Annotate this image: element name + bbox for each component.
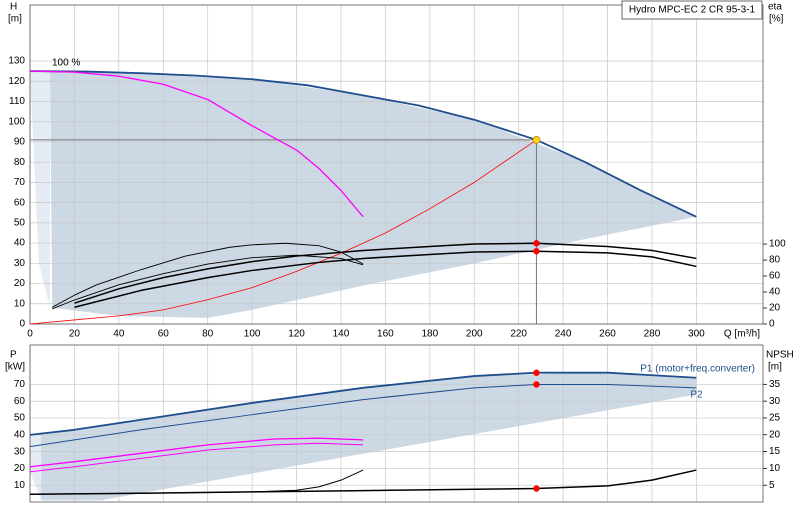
x-tick-label: 180 [421,329,438,340]
x-tick-label: 60 [158,329,170,340]
x-tick-label: 40 [113,329,125,340]
x-axis-label: Q [m³/h] [724,329,760,340]
curve [74,250,697,308]
y-tick-label: 40 [14,429,26,440]
operating-range [49,71,697,318]
x-tick-label: 280 [644,329,661,340]
curve [51,242,364,308]
x-tick-label: 20 [69,329,81,340]
y2-tick-label: 20 [769,429,781,440]
curve [52,254,364,310]
x-tick-label: 120 [288,329,305,340]
y2-tick-label: 15 [769,446,781,457]
curve [29,383,697,448]
x-tick-label: 220 [510,329,527,340]
y2-axis-unit: [m] [768,362,782,373]
y-axis-unit: [m] [8,14,22,25]
y2-axis-label: NPSH [766,350,794,361]
y-tick-label: 50 [14,413,26,424]
curve [29,469,364,495]
y-tick-label: 70 [14,177,26,188]
y-tick-label: 20 [14,463,26,474]
y2-tick-label: 20 [769,303,781,314]
y2-tick-label: 35 [769,379,781,390]
x-tick-label: 140 [333,329,350,340]
y-tick-label: 110 [9,96,25,107]
y-tick-label: 80 [14,157,26,168]
series-label: P1 (motor+freq.converter) [640,363,755,374]
duty-marker [533,485,540,492]
x-tick-label: 80 [202,329,214,340]
y2-axis-label: eta [768,2,782,13]
y-tick-label: 10 [14,298,26,309]
duty-marker [533,240,540,247]
x-tick-label: 200 [466,329,483,340]
y-tick-label: 50 [14,217,26,228]
y-tick-label: 120 [8,76,25,87]
y2-tick-label: 60 [769,271,781,282]
y-axis-unit: [kW] [5,362,25,373]
x-tick-label: 260 [599,329,616,340]
annotation: 100 % [52,58,80,69]
y2-tick-label: 100 [769,239,786,250]
x-tick-label: 240 [555,329,572,340]
curve [29,442,364,473]
y-tick-label: 60 [14,396,26,407]
y-tick-label: 10 [14,480,26,491]
duty-marker [533,248,540,255]
y-tick-label: 90 [14,137,26,148]
x-tick-label: 160 [377,329,394,340]
y2-tick-label: 80 [769,255,781,266]
y-tick-label: 100 [8,116,25,127]
operating-range [30,434,42,501]
x-tick-label: 300 [688,329,705,340]
duty-marker [533,369,540,376]
x-tick-label: 0 [27,329,33,340]
y-tick-label: 20 [14,278,26,289]
chart-title: Hydro MPC-EC 2 CR 95-3-1 [629,5,756,16]
y-tick-label: 40 [14,238,26,249]
y2-tick-label: 10 [769,463,781,474]
y2-tick-label: 40 [769,287,781,298]
curve [29,371,697,436]
plot-frame [29,4,764,325]
curve [29,437,364,468]
y-tick-label: 0 [19,319,25,330]
plot-frame [29,344,764,503]
duty-marker [533,381,540,388]
curve [29,70,697,218]
y-axis-label: P [10,350,17,361]
y-axis-label: H [10,2,17,13]
operating-point [532,136,541,144]
y-tick-label: 60 [14,197,26,208]
operating-range [30,71,50,308]
y-tick-label: 30 [14,258,26,269]
x-tick-label: 100 [244,329,261,340]
y2-tick-label: 0 [769,319,775,330]
series-label: P2 [690,389,703,400]
y2-tick-label: 5 [769,480,775,491]
y2-tick-label: 30 [769,396,781,407]
y-tick-label: 30 [14,446,26,457]
curve [74,242,697,304]
y-tick-label: 70 [14,379,26,390]
curve [29,139,537,325]
curve [29,70,364,218]
y-tick-label: 130 [8,56,25,67]
y2-tick-label: 25 [769,413,781,424]
title-box [621,0,763,20]
y2-axis-unit: [%] [769,14,784,25]
